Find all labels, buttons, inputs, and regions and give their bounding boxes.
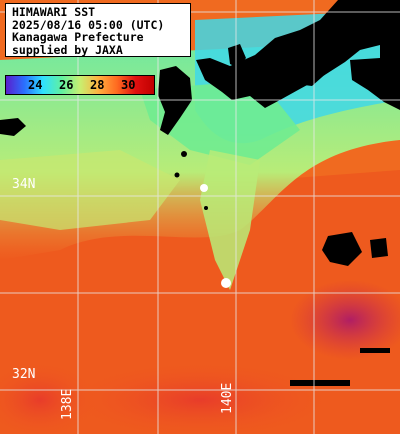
island-3 [200,184,208,192]
title-line-3: Kanagawa Prefecture [12,30,144,44]
land-honshu [196,0,400,108]
lat-label-34n: 34N [12,177,36,192]
island-2 [174,172,180,178]
colorbar-tick-26: 26 [59,78,74,92]
title-line-2: 2025/08/16 05:00 (UTC) [12,17,165,32]
cloud-patch-bottom-2 [360,348,390,353]
cloud-patch-ul [0,118,26,136]
title-box: HIMAWARI SST 2025/08/16 05:00 (UTC) Kana… [5,3,191,57]
hot-patch-right [290,280,400,360]
lat-label-32n: 32N [12,367,36,382]
land-ne-coast [350,58,400,110]
hot-patch-bottom [60,360,340,434]
title-line-4: supplied by JAXA [12,42,123,57]
land-miura [228,44,246,68]
lon-label-138e: 138E [60,388,75,420]
lon-label-140e: 140E [220,382,235,414]
title-line-1: HIMAWARI SST [12,5,96,19]
cloud-patch-right-2 [370,238,388,258]
land-ne-fragment [380,40,400,64]
land-boso [290,56,330,86]
cloud-patch-right [322,232,362,266]
hot-patch-left [0,360,100,434]
island-1 [181,151,187,157]
colorbar-tick-28: 28 [90,78,105,92]
colorbar: 24 26 28 30 [5,75,155,95]
yellow-green-tongue [200,150,260,290]
colorbar-gradient [6,76,154,94]
colorbar-tick-30: 30 [121,78,136,92]
left-yellow-band [0,150,180,230]
cloud-patch-bottom [290,380,350,386]
island-4 [204,206,208,210]
colorbar-tick-24: 24 [28,78,43,92]
island-5 [221,278,231,288]
